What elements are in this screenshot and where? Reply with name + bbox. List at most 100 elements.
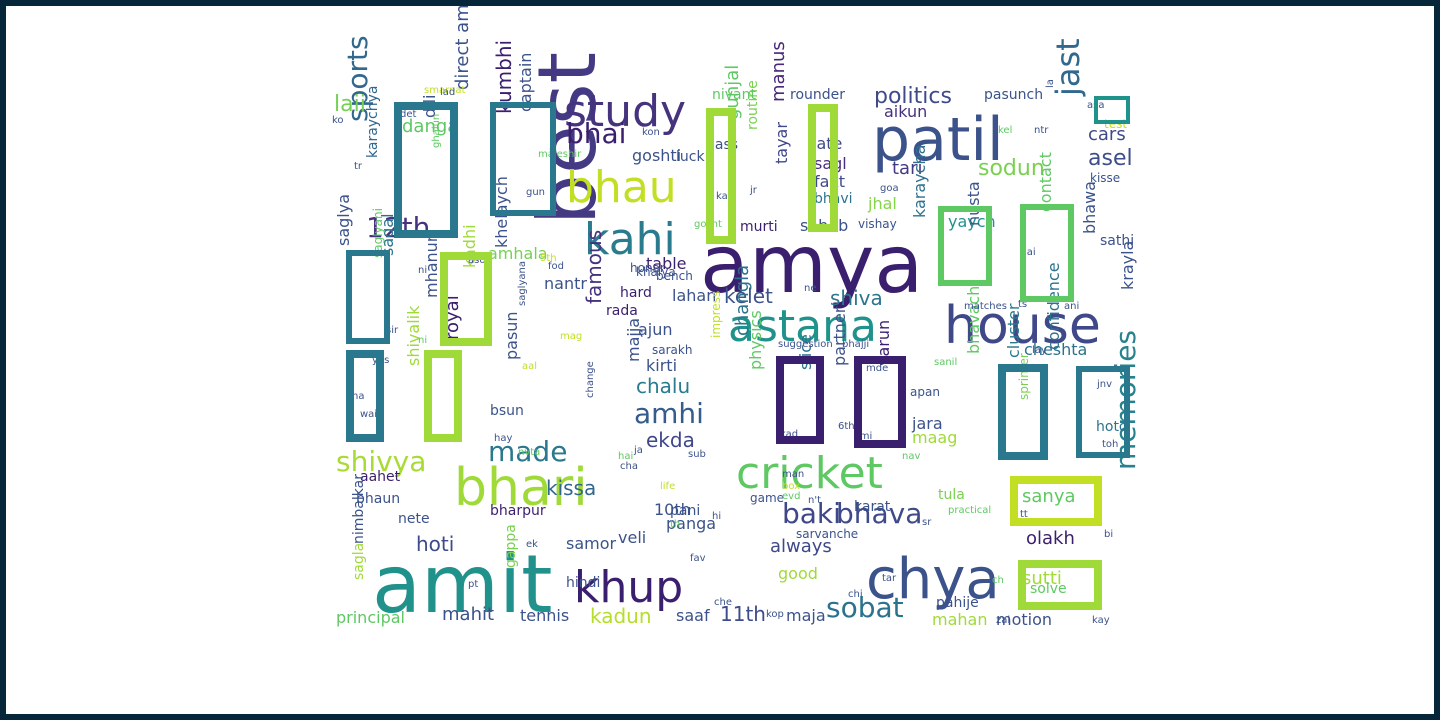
cloud-word: changla [732,264,753,336]
missing-glyph-box [490,102,556,216]
missing-glyph-box [440,252,492,346]
cloud-word: kirti [646,356,678,375]
cloud-word: motion [996,610,1053,629]
cloud-word: hindi [566,575,601,591]
cloud-word: bhau [566,162,677,213]
cloud-word: bhajji [842,339,870,350]
cloud-word: ajun [638,320,673,339]
missing-glyph-box [424,350,462,442]
cloud-word: amhala [488,244,548,263]
cloud-word: na [352,391,365,402]
cloud-word: hai [618,451,634,462]
cloud-word: kmi [854,431,873,442]
cloud-word: cars [1088,124,1126,145]
cloud-word: tayar [772,122,791,164]
cloud-word: kelet [724,284,773,308]
cloud-word: hi [712,511,722,522]
cloud-word: sir [386,325,399,336]
cloud-word: direct amyala [452,6,473,90]
cloud-word: asel [1088,146,1133,171]
cloud-word: khup [574,562,684,613]
cloud-word: gappa [503,524,519,568]
cloud-word: solve [1030,581,1067,597]
cloud-word: pasunch [984,87,1044,103]
cloud-word: toh [1102,439,1119,450]
cloud-word: bhai [566,117,627,150]
cloud-word: ni [418,265,428,276]
cloud-word: game [750,491,785,505]
cloud-word: hard [620,285,652,301]
cloud-word: mahan [932,610,988,629]
cloud-word: shiva [830,286,883,310]
cloud-word: jr [750,185,757,196]
cloud-word: pani [670,503,701,519]
cloud-word: smarnat [424,85,466,96]
cloud-word: kay [1092,615,1110,626]
cloud-word: 11th [720,602,766,626]
cloud-word: la [1045,79,1056,88]
missing-glyph-box [776,356,824,444]
cloud-word: jnv [1097,379,1113,390]
cloud-word: kisse [1090,171,1121,185]
cloud-word: amit [372,538,553,631]
cloud-word: politics [874,84,952,109]
cloud-word: manus [768,41,789,102]
cloud-word: saaf [676,606,710,625]
cloud-word: bharpur [490,503,546,519]
cloud-word: ni [418,335,428,346]
cloud-word: bi [1104,529,1114,540]
cloud-word: hoti [416,532,455,556]
cloud-word: n't [808,495,822,506]
cloud-word: amhi [634,397,704,430]
cloud-word: sutti [1022,568,1062,589]
cloud-word: mahit [442,604,495,625]
cloud-word: sub [688,449,706,460]
cloud-word: study [564,86,687,137]
cloud-word: table [646,254,687,273]
cloud-word: nvta [518,447,541,458]
cloud-word: hay [494,433,513,444]
cloud-word: bench [656,269,693,283]
cloud-word: mde [866,363,889,374]
cloud-word: kon [642,127,660,138]
cloud-word: impress [709,290,723,338]
cloud-word: ts [1018,299,1028,310]
cloud-word: kahi [584,214,676,265]
cloud-word: bhari [454,458,588,518]
cloud-word: panga [666,514,717,533]
cloud-word: karaycha [910,144,929,218]
cloud-word: sodun [978,156,1045,181]
cloud-word: bhawa [1080,181,1099,234]
cloud-word: rada [606,303,638,319]
cloud-word: aso [468,255,486,266]
cloud-word: sagla [351,542,367,580]
cloud-word: nantr [544,274,587,293]
cloud-word: ntr [1034,125,1049,136]
cloud-word: ja [634,445,643,456]
cloud-word: pt [468,579,479,590]
cloud-word: sathi [1100,233,1135,249]
cloud-word: tar [882,573,897,584]
cloud-word: always [770,536,832,557]
cloud-word: cha [620,461,638,472]
cloud-word: karaychya [365,85,381,159]
cloud-word: nav [902,451,921,462]
cloud-word: sarvanche [796,527,859,541]
cloud-word: kop [766,609,784,620]
missing-glyph-box [998,364,1048,460]
cloud-word: chalu [636,374,691,398]
cloud-word: bhaun [356,491,401,507]
cloud-word: gun [526,187,546,198]
missing-glyph-box [1076,366,1130,458]
cloud-word: chya [866,547,1000,612]
cloud-word: pahije [936,595,979,611]
cloud-word: ek [526,539,538,550]
missing-glyph-box [938,206,992,286]
cloud-word: murti [740,219,778,235]
cloud-word: shivya [336,445,427,478]
cloud-word: goa [880,183,899,194]
cloud-word: bsun [490,403,524,419]
cloud-word: chi [848,589,863,600]
cloud-word: lahan [672,286,717,305]
cloud-word: maag [912,428,958,447]
